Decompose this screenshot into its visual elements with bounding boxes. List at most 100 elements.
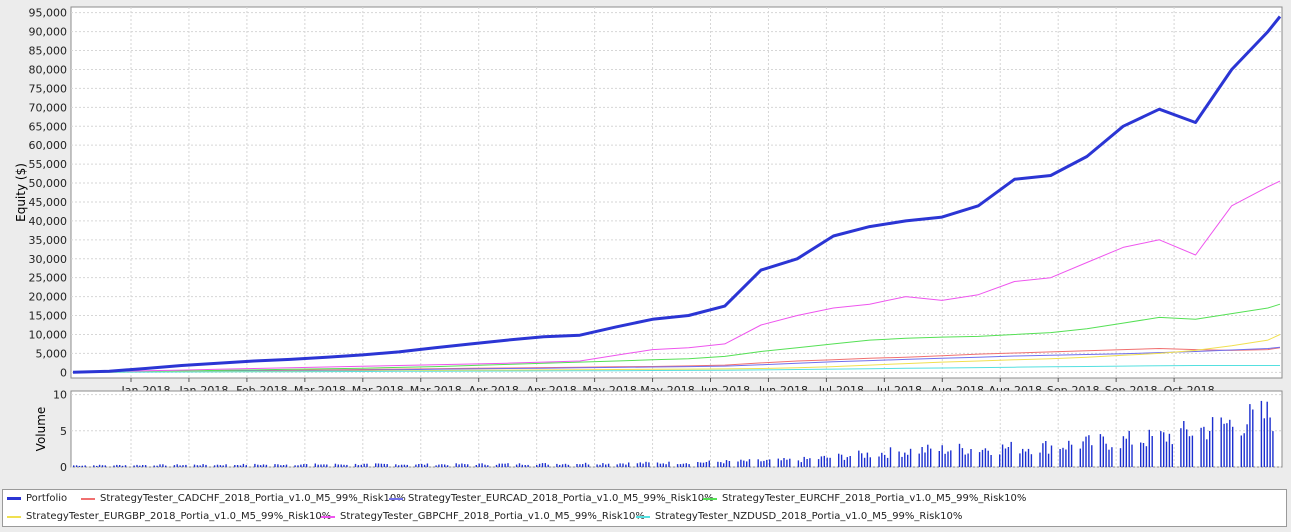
legend-swatch bbox=[389, 497, 403, 500]
legend-swatch bbox=[81, 497, 95, 500]
volume-bar bbox=[907, 454, 909, 467]
volume-bar bbox=[1252, 409, 1254, 467]
volume-bar bbox=[927, 444, 929, 467]
volume-bar bbox=[662, 463, 664, 467]
volume-bar bbox=[1027, 448, 1030, 467]
volume-bar bbox=[596, 464, 598, 467]
volume-bar bbox=[475, 465, 477, 467]
volume-bar bbox=[265, 464, 268, 467]
equity-y-tick-label: 60,000 bbox=[29, 139, 68, 152]
volume-bar bbox=[386, 464, 388, 467]
volume-bar bbox=[303, 464, 305, 467]
volume-bar bbox=[259, 465, 262, 467]
volume-bar bbox=[1186, 429, 1188, 467]
volume-bar bbox=[863, 457, 866, 467]
volume-bar bbox=[527, 464, 529, 467]
equity-y-tick-label: 45,000 bbox=[29, 196, 68, 209]
volume-bar bbox=[124, 465, 127, 467]
volume-bar bbox=[777, 458, 779, 467]
volume-bar bbox=[817, 459, 820, 467]
volume-bar bbox=[1111, 447, 1113, 467]
volume-bar bbox=[720, 462, 722, 467]
chart-legend: Portfolio StrategyTester_CADCHF_2018_Port… bbox=[2, 489, 1287, 527]
volume-y-tick-label: 10 bbox=[53, 389, 67, 402]
volume-bar bbox=[737, 461, 739, 467]
equity-y-tick-label: 85,000 bbox=[29, 45, 68, 58]
volume-bar bbox=[96, 465, 98, 467]
volume-bar bbox=[498, 463, 500, 467]
volume-bar bbox=[1200, 427, 1202, 467]
volume-bar bbox=[728, 461, 731, 467]
volume-bar bbox=[760, 461, 762, 467]
volume-bar bbox=[1229, 419, 1231, 467]
volume-bar bbox=[950, 450, 952, 467]
volume-bar bbox=[1059, 449, 1061, 467]
volume-bar bbox=[587, 464, 590, 467]
legend-swatch bbox=[7, 515, 21, 518]
legend-item: StrategyTester_EURGBP_2018_Portia_v1.0_M… bbox=[7, 511, 331, 522]
volume-bar bbox=[607, 463, 610, 467]
volume-bar bbox=[699, 462, 702, 467]
volume-bar bbox=[901, 456, 903, 467]
volume-bar bbox=[656, 462, 659, 467]
legend-label: StrategyTester_EURGBP_2018_Portia_v1.0_M… bbox=[26, 511, 332, 522]
volume-bar bbox=[282, 465, 285, 467]
volume-bar bbox=[717, 461, 719, 467]
volume-bar bbox=[1183, 421, 1185, 467]
volume-bar bbox=[665, 464, 667, 467]
volume-bar bbox=[886, 457, 889, 467]
equity-y-tick-label: 15,000 bbox=[29, 310, 68, 323]
volume-bar bbox=[383, 463, 385, 467]
volume-bar bbox=[153, 465, 155, 467]
volume-bar bbox=[1019, 453, 1021, 467]
volume-bar bbox=[866, 452, 869, 467]
volume-bar bbox=[748, 459, 751, 467]
volume-bar bbox=[1140, 442, 1142, 467]
equity-y-tick-label: 80,000 bbox=[29, 63, 68, 76]
volume-bar bbox=[320, 464, 322, 467]
series-line-strategy-2 bbox=[72, 346, 1281, 373]
volume-bar bbox=[1070, 444, 1073, 467]
volume-bar bbox=[487, 465, 489, 467]
volume-bar bbox=[406, 464, 408, 467]
volume-bar bbox=[766, 459, 768, 467]
volume-bar bbox=[193, 464, 196, 467]
volume-bar bbox=[846, 457, 848, 467]
volume-bar bbox=[576, 464, 578, 467]
volume-bar bbox=[285, 464, 288, 467]
volume-y-tick-label: 0 bbox=[60, 461, 67, 474]
volume-bar bbox=[648, 462, 650, 467]
volume-bar bbox=[743, 460, 745, 467]
volume-bar bbox=[305, 464, 308, 467]
volume-bar bbox=[73, 465, 75, 467]
volume-bar bbox=[1079, 448, 1081, 467]
volume-bar bbox=[245, 465, 247, 467]
series-line-strategy-5 bbox=[72, 180, 1281, 373]
volume-bar bbox=[789, 458, 791, 467]
volume-bar bbox=[826, 457, 828, 467]
volume-bar bbox=[1102, 436, 1104, 467]
volume-bar bbox=[262, 464, 265, 467]
equity-y-tick-label: 65,000 bbox=[29, 120, 68, 133]
volume-bar bbox=[357, 465, 360, 467]
volume-bar bbox=[524, 465, 526, 467]
volume-bar bbox=[987, 450, 989, 467]
volume-bar bbox=[544, 463, 546, 467]
legend-item: StrategyTester_CADCHF_2018_Portia_v1.0_M… bbox=[81, 493, 406, 504]
volume-bar bbox=[1223, 423, 1225, 467]
volume-bar bbox=[705, 462, 708, 467]
equity-y-tick-label: 40,000 bbox=[29, 215, 68, 228]
equity-y-tick-label: 10,000 bbox=[29, 328, 68, 341]
volume-bar bbox=[599, 464, 601, 467]
volume-bar bbox=[1260, 400, 1263, 467]
legend-item: Portfolio bbox=[7, 493, 67, 504]
volume-bar bbox=[783, 458, 785, 467]
volume-bar bbox=[507, 463, 509, 467]
volume-bar bbox=[1165, 441, 1168, 467]
legend-label: Portfolio bbox=[26, 493, 68, 504]
volume-bar bbox=[1145, 446, 1148, 467]
volume-bar bbox=[116, 464, 118, 467]
volume-bar bbox=[458, 464, 460, 467]
volume-bar bbox=[1004, 448, 1007, 467]
equity-y-axis-label: Equity ($) bbox=[14, 163, 28, 222]
